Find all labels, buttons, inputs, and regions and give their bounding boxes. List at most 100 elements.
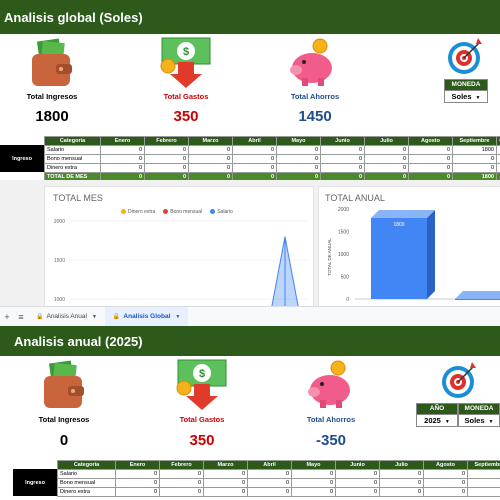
all-sheets-menu-button[interactable]: ≡ xyxy=(18,311,24,322)
table-cell[interactable] xyxy=(496,163,500,173)
table-cell[interactable]: 0 xyxy=(247,469,292,479)
table-cell[interactable]: 0 xyxy=(115,469,160,479)
charts-area: TOTAL MES Dinero extra Bono mensual Sala… xyxy=(0,180,500,311)
chevron-down-icon: ▼ xyxy=(175,313,181,320)
column-header: Septiembre xyxy=(452,136,497,146)
table-cell[interactable]: 0 xyxy=(408,145,453,155)
chevron-down-icon: ▼ xyxy=(91,313,97,320)
table-cell[interactable]: 0 xyxy=(276,145,321,155)
table-cell[interactable]: 0 xyxy=(232,154,277,164)
table-cell[interactable]: Dinero extra xyxy=(44,163,101,173)
table-cell[interactable]: 0 xyxy=(379,478,424,488)
money-down-arrow-icon: $ xyxy=(174,358,230,412)
table-cell[interactable]: 0 xyxy=(379,487,424,497)
table-cell[interactable]: 0 xyxy=(276,163,321,173)
table-cell[interactable]: 0 xyxy=(364,163,409,173)
table-cell[interactable]: Bono mensual xyxy=(57,478,116,488)
lock-icon: 🔒 xyxy=(36,314,44,320)
table-cell[interactable]: Salario xyxy=(57,469,116,479)
area-series-tail xyxy=(284,236,300,311)
annual-currency-selector[interactable]: MONEDA Soles ▼ xyxy=(458,403,500,427)
chevron-down-icon: ▼ xyxy=(444,419,450,425)
table-cell[interactable] xyxy=(496,145,500,155)
table-cell[interactable]: 0 xyxy=(100,145,145,155)
column-header: Enero xyxy=(115,460,160,470)
column-header: Agosto xyxy=(423,460,468,470)
table-cell[interactable]: 0 xyxy=(203,469,248,479)
table-cell[interactable]: Salario xyxy=(44,145,101,155)
kpi-value-ahorros: 1450 xyxy=(298,108,332,125)
table-cell[interactable]: 0 xyxy=(423,487,468,497)
table-cell[interactable]: 0 xyxy=(159,487,204,497)
table-cell[interactable]: 0 xyxy=(335,487,380,497)
column-header: Marzo xyxy=(188,136,233,146)
table-cell[interactable]: 0 xyxy=(188,145,233,155)
bar-top xyxy=(371,210,435,218)
table-cell[interactable]: 0 xyxy=(320,154,365,164)
table-cell[interactable]: 0 xyxy=(408,163,453,173)
table-cell[interactable]: 0 xyxy=(144,154,189,164)
table-cell[interactable]: 0 xyxy=(100,154,145,164)
table-cell[interactable]: 0 xyxy=(247,478,292,488)
annual-currency-dropdown[interactable]: Soles ▼ xyxy=(459,414,499,426)
annual-title: Analisis anual (2025) xyxy=(0,326,500,356)
table-cell[interactable]: 0 xyxy=(335,469,380,479)
table-cell[interactable]: 0 xyxy=(159,478,204,488)
table-cell[interactable]: 0 xyxy=(291,478,336,488)
column-header: Octu xyxy=(496,136,500,146)
table-cell[interactable]: 0 xyxy=(247,487,292,497)
table-cell[interactable]: 0 xyxy=(232,163,277,173)
table-cell[interactable]: 0 xyxy=(203,487,248,497)
table-cell[interactable]: Dinero extra xyxy=(57,487,116,497)
table-cell[interactable]: 0 xyxy=(144,145,189,155)
table-cell[interactable]: Bono mensual xyxy=(44,154,101,164)
table-cell[interactable] xyxy=(496,154,500,164)
currency-dropdown[interactable]: Soles ▼ xyxy=(445,90,487,102)
table-cell[interactable]: 0 xyxy=(335,478,380,488)
table-cell[interactable]: 1800 xyxy=(452,145,497,155)
table-cell[interactable]: 0 xyxy=(188,154,233,164)
table-cell[interactable]: 0 xyxy=(467,469,500,479)
column-header: Mayo xyxy=(291,460,336,470)
chart-total-mes[interactable]: TOTAL MES Dinero extra Bono mensual Sala… xyxy=(44,186,314,311)
tab-analisis-global[interactable]: 🔒 Analisis Global ▼ xyxy=(104,306,189,327)
table-cell[interactable]: 0 xyxy=(379,469,424,479)
table-cell[interactable]: 0 xyxy=(203,478,248,488)
table-cell[interactable]: 0 xyxy=(408,154,453,164)
table-cell[interactable]: 0 xyxy=(423,478,468,488)
currency-selector[interactable]: MONEDA Soles ▼ xyxy=(444,79,488,103)
table-cell[interactable]: 0 xyxy=(423,469,468,479)
income-table-global: Categoría Enero Febrero Marzo Abril Mayo Junio… xyxy=(44,136,500,182)
table-cell[interactable]: 0 xyxy=(291,469,336,479)
table-cell[interactable]: 0 xyxy=(467,487,500,497)
table-cell[interactable]: 0 xyxy=(232,145,277,155)
table-cell[interactable]: 0 xyxy=(452,163,497,173)
table-cell[interactable]: 0 xyxy=(452,154,497,164)
table-cell[interactable]: 0 xyxy=(320,145,365,155)
table-cell[interactable]: 0 xyxy=(364,145,409,155)
table-cell[interactable]: 0 xyxy=(144,163,189,173)
year-dropdown[interactable]: 2025 ▼ xyxy=(417,414,457,426)
chart-total-anual[interactable]: TOTAL ANUAL 2000 1500 1000 500 0 TOTAL DE ANU… xyxy=(318,186,500,310)
table-cell[interactable]: 0 xyxy=(276,154,321,164)
table-cell[interactable]: 0 xyxy=(320,163,365,173)
table-cell[interactable]: 0 xyxy=(100,163,145,173)
year-selector[interactable]: AÑO 2025 ▼ xyxy=(416,403,458,427)
tab-analisis-anual[interactable]: 🔒 Analisis Anual ▼ xyxy=(36,313,97,320)
table-cell[interactable]: 0 xyxy=(364,154,409,164)
table-cell[interactable]: 0 xyxy=(115,487,160,497)
table-cell[interactable]: 0 xyxy=(115,478,160,488)
annual-ingreso-side-label: Ingreso xyxy=(13,469,57,496)
table-cell[interactable]: 0 xyxy=(291,487,336,497)
table-cell[interactable]: 0 xyxy=(159,469,204,479)
table-cell[interactable]: 0 xyxy=(188,163,233,173)
chevron-down-icon: ▼ xyxy=(475,95,481,101)
add-sheet-button[interactable]: + xyxy=(4,311,10,322)
lock-icon: 🔒 xyxy=(112,314,121,320)
svg-text:$: $ xyxy=(183,46,189,58)
bar xyxy=(371,218,427,299)
table-cell[interactable]: 0 xyxy=(467,478,500,488)
